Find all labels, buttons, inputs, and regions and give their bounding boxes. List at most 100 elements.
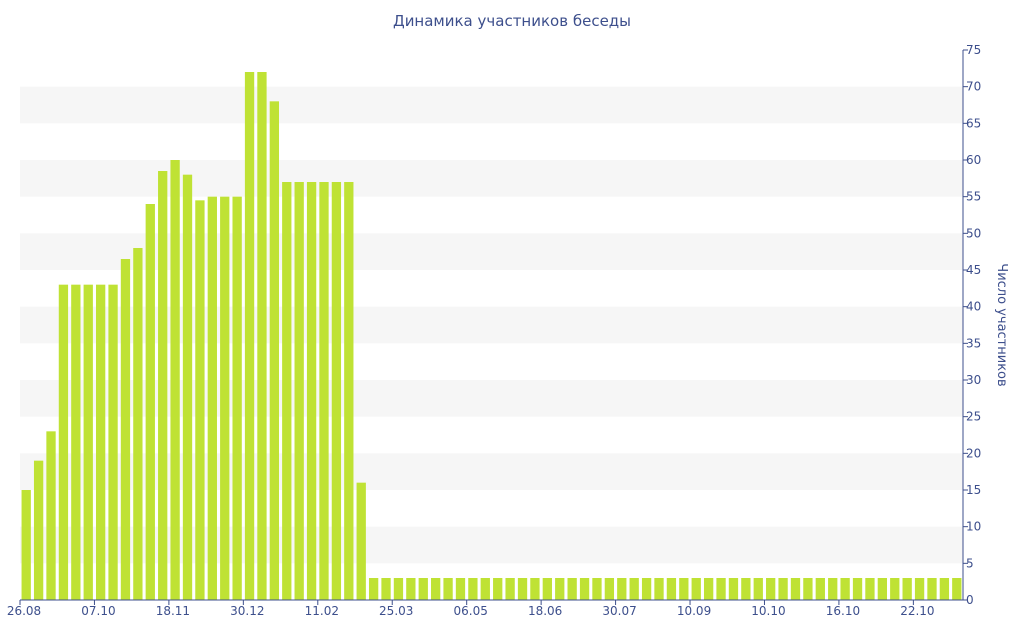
y-axis-title: Число участников <box>994 263 1009 386</box>
bar <box>890 578 900 600</box>
bar <box>381 578 391 600</box>
bar <box>195 200 205 601</box>
y-tick-label: 0 <box>966 593 974 607</box>
bar <box>902 578 912 600</box>
bar <box>939 578 950 600</box>
grid-band <box>20 86 963 124</box>
x-tick-label: 10.10 <box>751 604 785 618</box>
y-tick-label: 75 <box>966 43 981 57</box>
bar <box>480 578 490 600</box>
bar <box>46 431 56 600</box>
bar <box>108 284 118 600</box>
bar <box>344 182 354 600</box>
bar <box>306 182 317 600</box>
bar <box>158 171 168 600</box>
bar <box>356 482 366 600</box>
bar <box>207 196 217 600</box>
y-tick-label: 20 <box>966 446 981 460</box>
x-tick-label: 10.09 <box>677 604 711 618</box>
bar <box>182 174 193 600</box>
bar <box>455 578 466 600</box>
bar <box>852 578 863 600</box>
bar <box>766 578 776 600</box>
chart-title: Динамика участников беседы <box>392 12 632 30</box>
bar <box>145 204 155 600</box>
y-tick-label: 45 <box>966 263 981 277</box>
bar <box>728 578 739 600</box>
bar <box>21 490 31 600</box>
bar <box>468 578 478 600</box>
y-tick-label: 15 <box>966 483 981 497</box>
bar <box>865 578 875 600</box>
bar <box>120 259 131 600</box>
x-tick-label: 30.07 <box>602 604 636 618</box>
bar <box>952 578 962 600</box>
bar <box>368 578 379 600</box>
bar <box>257 72 267 600</box>
x-tick-label: 18.06 <box>528 604 562 618</box>
bar <box>716 578 726 600</box>
bar <box>244 72 255 600</box>
bar <box>393 578 404 600</box>
bar <box>220 196 230 600</box>
y-tick-label: 5 <box>966 556 974 570</box>
bar <box>666 578 677 600</box>
bar <box>641 578 652 600</box>
bar <box>803 578 813 600</box>
x-tick-label: 16.10 <box>826 604 860 618</box>
bar <box>517 578 528 600</box>
y-tick-label: 70 <box>966 80 981 94</box>
bar <box>294 182 304 600</box>
bar <box>71 284 81 600</box>
bar <box>33 460 44 600</box>
y-tick-label: 25 <box>966 410 981 424</box>
bar <box>778 578 788 600</box>
bar <box>592 578 602 600</box>
x-tick-label: 25.03 <box>379 604 413 618</box>
bar <box>629 578 639 600</box>
bar <box>95 284 106 600</box>
bar <box>282 182 292 600</box>
x-tick-label: 26.08 <box>7 604 41 618</box>
bar <box>269 101 280 600</box>
bar <box>493 578 503 600</box>
y-tick-label: 10 <box>966 520 981 534</box>
y-tick-label: 30 <box>966 373 981 387</box>
bar <box>914 578 925 600</box>
bar <box>877 578 888 600</box>
bar <box>927 578 937 600</box>
bar <box>133 248 143 600</box>
x-tick-label: 07.10 <box>81 604 115 618</box>
bar <box>331 182 342 600</box>
bar <box>741 578 751 600</box>
x-tick-label: 18.11 <box>156 604 190 618</box>
bar <box>555 578 565 600</box>
bar <box>703 578 714 600</box>
bar <box>617 578 627 600</box>
bar <box>604 578 615 600</box>
x-tick-label: 30.12 <box>230 604 264 618</box>
y-tick-label: 50 <box>966 226 981 240</box>
bar <box>443 578 453 600</box>
bar <box>83 284 93 600</box>
x-tick-label: 06.05 <box>454 604 488 618</box>
bar <box>679 578 689 600</box>
bar <box>567 578 577 600</box>
y-tick-label: 65 <box>966 116 981 130</box>
bar <box>790 578 801 600</box>
bar <box>170 160 180 600</box>
bar <box>58 284 69 600</box>
bar <box>579 578 590 600</box>
bar <box>530 578 540 600</box>
bar <box>840 578 850 600</box>
x-tick-label: 11.02 <box>305 604 339 618</box>
x-tick-label: 22.10 <box>900 604 934 618</box>
bar <box>654 578 664 600</box>
bar <box>406 578 416 600</box>
bar <box>815 578 825 600</box>
y-tick-label: 40 <box>966 300 981 314</box>
bar <box>418 578 428 600</box>
bar <box>828 578 838 600</box>
